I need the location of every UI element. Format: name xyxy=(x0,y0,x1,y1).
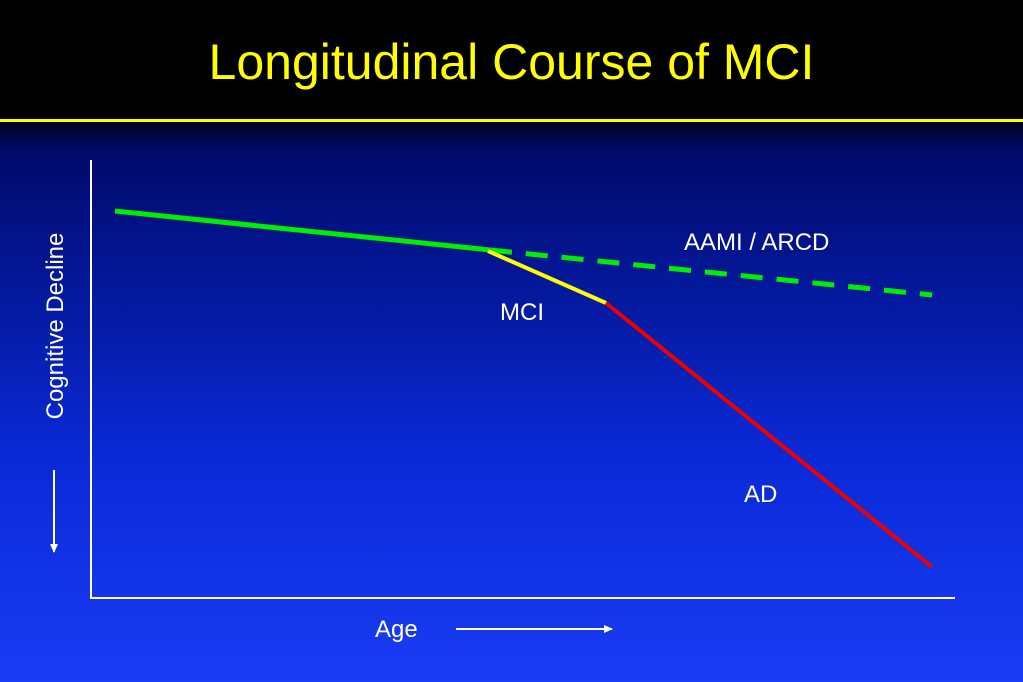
mci-segment-line xyxy=(487,249,607,305)
x-axis-label: Age xyxy=(375,616,418,643)
ad-label: AD xyxy=(744,481,778,508)
title-band xyxy=(0,0,1023,120)
slide-title: Longitudinal Course of MCI xyxy=(208,34,815,90)
title-underline xyxy=(0,119,1023,122)
normal-aging-line xyxy=(114,208,491,253)
ad-decline-line xyxy=(604,301,934,569)
mci-label: MCI xyxy=(500,299,544,326)
y-axis-label: Cognitive Decline xyxy=(42,232,69,420)
normal-aging-label: AAMI / ARCD xyxy=(684,229,830,256)
normal-aging-projection-dashed xyxy=(489,247,933,298)
